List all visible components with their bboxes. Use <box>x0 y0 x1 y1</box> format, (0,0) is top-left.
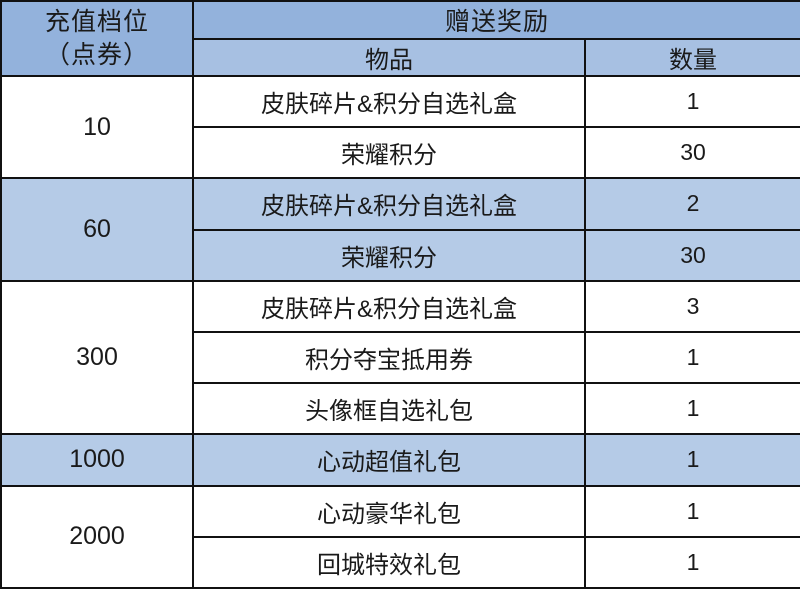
header-recharge-tier-line1: 充值档位 <box>44 7 149 36</box>
reward-quantity-cell: 1 <box>583 74 800 129</box>
reward-item-cell: 皮肤碎片&积分自选礼盒 <box>192 177 586 231</box>
table-body: 10 皮肤碎片&积分自选礼盒 1 荣耀积分 30 60 皮肤碎片&积分自选礼盒 2 荣耀积分 30… <box>0 74 800 589</box>
header-reward-group: 赠送奖励 <box>191 0 800 40</box>
tier-amount-cell: 10 <box>0 74 194 180</box>
reward-quantity-cell: 30 <box>583 228 800 282</box>
reward-quantity-cell: 1 <box>583 484 800 538</box>
reward-item-cell: 荣耀积分 <box>192 228 586 282</box>
reward-quantity-cell: 1 <box>583 433 800 487</box>
table-row: 1000 心动超值礼包 1 <box>0 433 800 487</box>
tier-amount-cell: 1000 <box>0 433 194 487</box>
reward-item-cell: 皮肤碎片&积分自选礼盒 <box>192 279 586 333</box>
reward-item-cell: 回城特效礼包 <box>192 535 586 589</box>
reward-quantity-cell: 3 <box>583 279 800 333</box>
table-row: 300 皮肤碎片&积分自选礼盒 3 <box>0 279 800 436</box>
tier-amount-cell: 2000 <box>0 484 194 589</box>
reward-item-cell: 积分夺宝抵用券 <box>192 330 586 385</box>
reward-quantity-cell: 1 <box>583 330 800 385</box>
tier-amount-cell: 300 <box>0 279 194 436</box>
reward-item-cell: 皮肤碎片&积分自选礼盒 <box>192 74 586 129</box>
table-row: 10 皮肤碎片&积分自选礼盒 1 <box>0 74 800 180</box>
reward-quantity-cell: 1 <box>583 382 800 436</box>
header-row-primary: 充值档位 （点券） 赠送奖励 <box>0 0 800 77</box>
reward-quantity-cell: 2 <box>583 177 800 231</box>
header-row-secondary: 物品 数量 <box>1 38 800 77</box>
table-header: 充值档位 （点券） 赠送奖励 物品 数量 <box>0 0 800 77</box>
table-row: 60 皮肤碎片&积分自选礼盒 2 <box>0 177 800 282</box>
header-recharge-tier-line2: （点券） <box>44 40 149 69</box>
header-recharge-tier: 充值档位 （点券） <box>0 0 194 77</box>
reward-item-cell: 心动豪华礼包 <box>192 484 586 538</box>
table-row: 荣耀积分 30 <box>1 126 800 180</box>
reward-quantity-cell: 1 <box>583 535 800 589</box>
header-quantity: 数量 <box>583 38 800 77</box>
table-row: 2000 心动豪华礼包 1 <box>0 484 800 589</box>
reward-item-cell: 荣耀积分 <box>192 126 586 180</box>
reward-item-cell: 头像框自选礼包 <box>192 382 586 436</box>
reward-quantity-cell: 30 <box>583 126 800 180</box>
header-item: 物品 <box>192 38 586 77</box>
tier-amount-cell: 60 <box>0 177 194 282</box>
reward-item-cell: 心动超值礼包 <box>192 433 586 487</box>
